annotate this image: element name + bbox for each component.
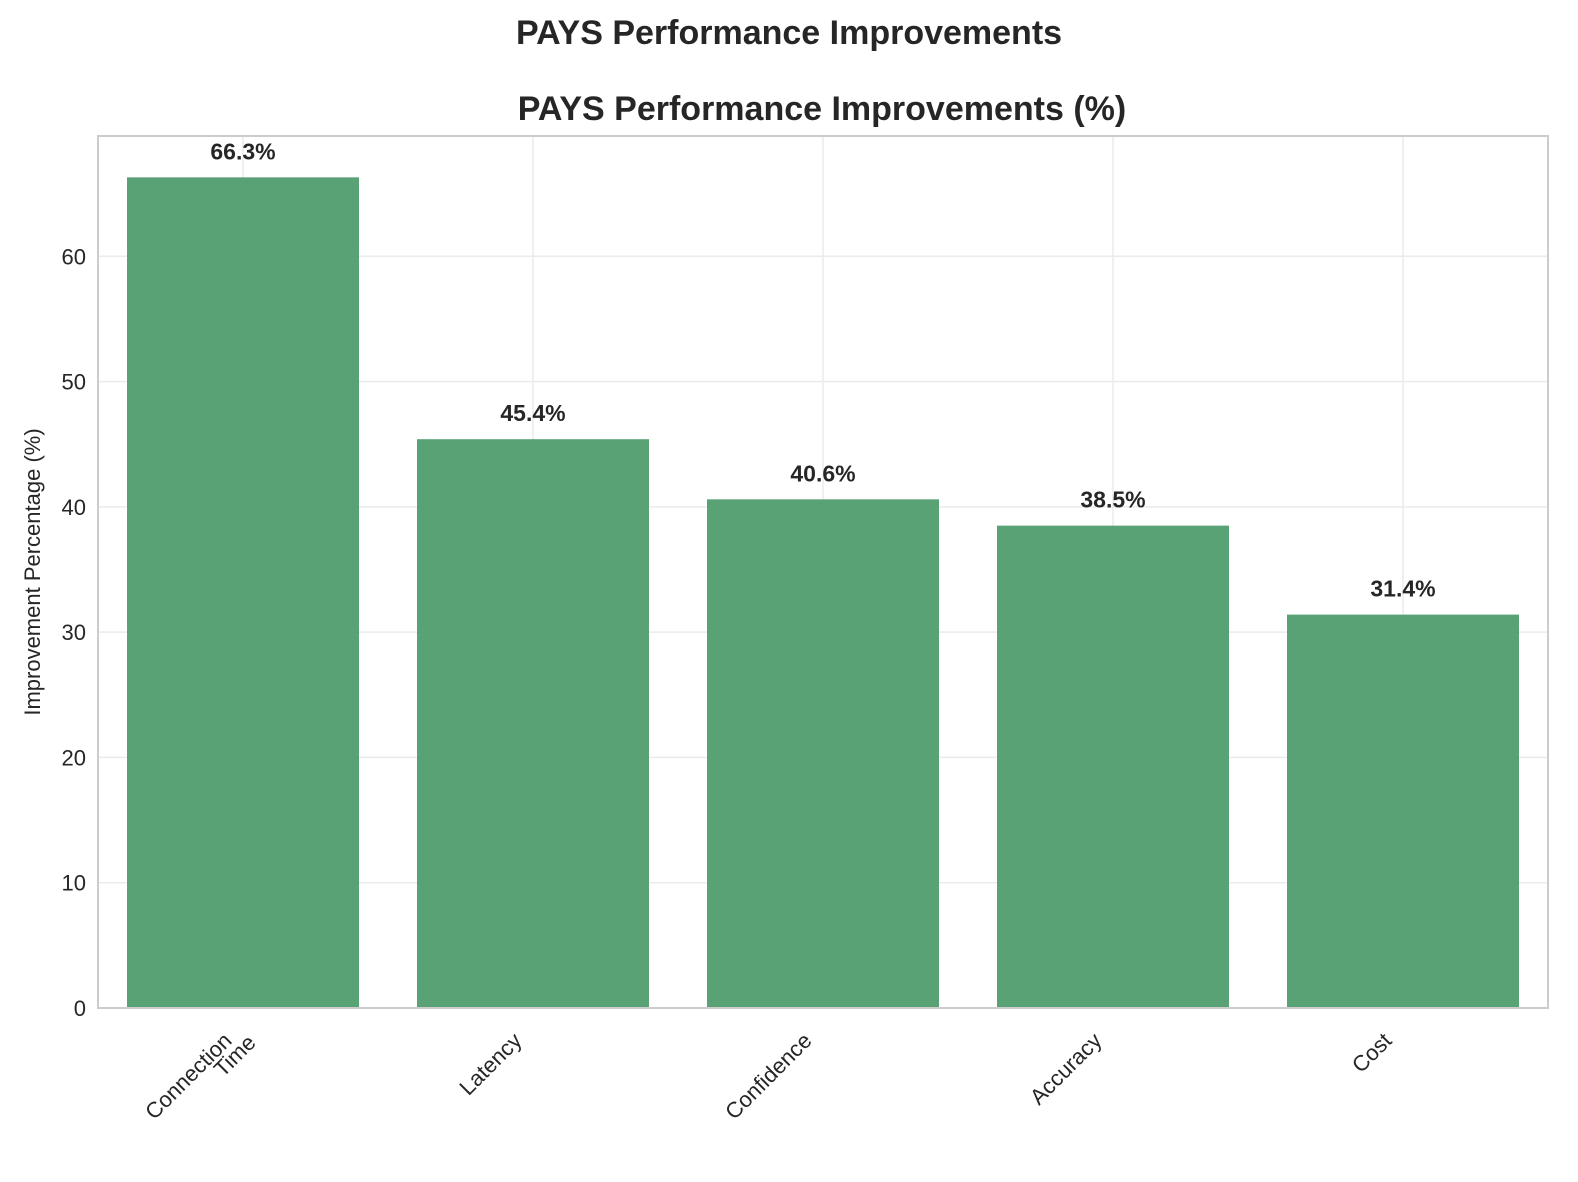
y-tick-label: 30: [62, 620, 86, 645]
chart-title: PAYS Performance Improvements (%): [518, 90, 1126, 128]
y-axis-label: Improvement Percentage (%): [20, 428, 45, 715]
y-axis-ticks: 0 10 20 30 40 50 60: [62, 244, 86, 1021]
bars: [127, 177, 1519, 1008]
x-tick-label: Accuracy: [1025, 1028, 1107, 1110]
bar-value-label: 66.3%: [210, 138, 275, 164]
x-tick-label: Confidence: [720, 1028, 816, 1124]
x-tick-label: Latency: [454, 1028, 526, 1100]
value-labels: 66.3% 45.4% 40.6% 38.5% 31.4%: [210, 138, 1435, 601]
plot-frame: [97, 135, 1549, 1009]
y-tick-label: 50: [62, 370, 86, 395]
y-tick-label: 0: [74, 996, 86, 1021]
bar: [997, 525, 1229, 1008]
bar: [127, 177, 359, 1008]
bar-value-label: 31.4%: [1370, 576, 1435, 602]
y-tick-label: 40: [62, 495, 86, 520]
y-tick-label: 60: [62, 244, 86, 269]
y-tick-label: 20: [62, 745, 86, 770]
bar-value-label: 40.6%: [790, 460, 855, 486]
bar: [417, 439, 649, 1008]
bar: [707, 499, 939, 1008]
bar: [1287, 614, 1519, 1008]
y-tick-label: 10: [62, 871, 86, 896]
bar-value-label: 38.5%: [1080, 487, 1145, 513]
bar-value-label: 45.4%: [500, 400, 565, 426]
x-tick-label: Cost: [1347, 1028, 1397, 1078]
figure-title: PAYS Performance Improvements: [515, 14, 1063, 52]
